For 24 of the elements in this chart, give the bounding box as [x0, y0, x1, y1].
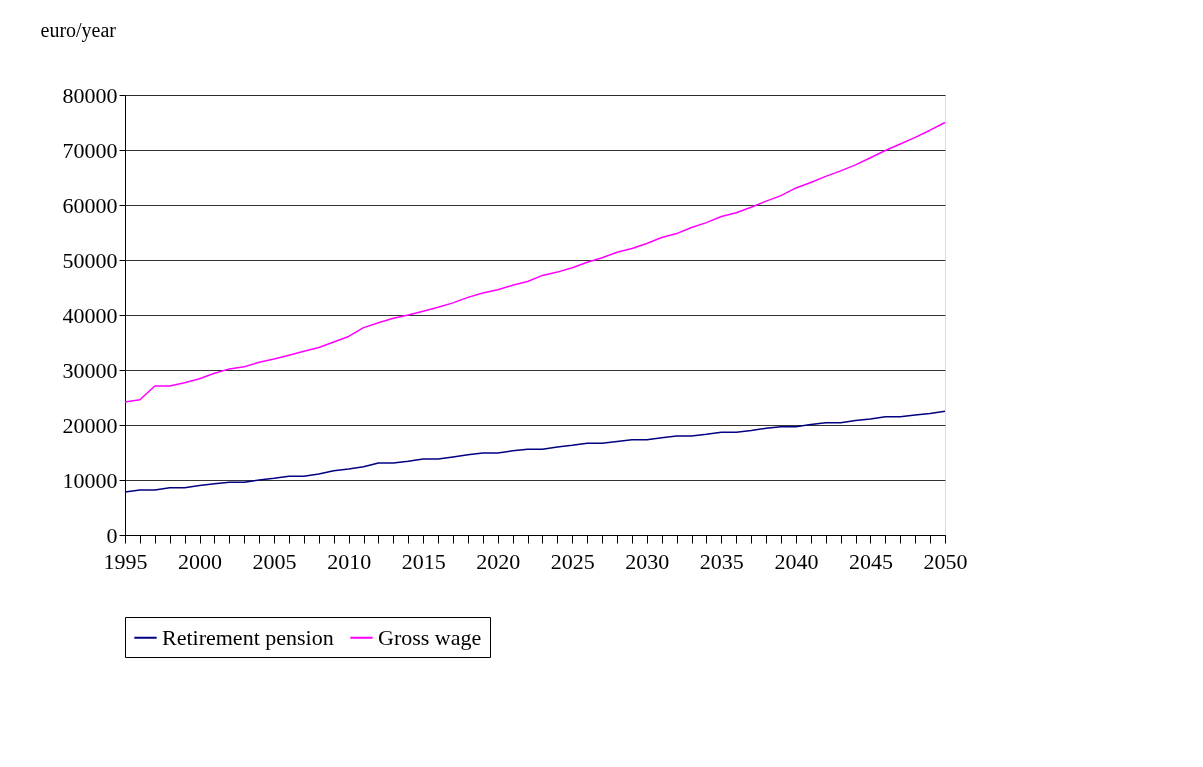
y-tick-label: 0: [106, 522, 118, 548]
y-tick-label: 20000: [62, 412, 118, 438]
legend-label: Gross wage: [378, 624, 482, 650]
y-tick-label: 40000: [62, 302, 118, 328]
x-tick-label: 2000: [178, 548, 223, 574]
x-tick-label: 2020: [476, 548, 521, 574]
x-tick-label: 2030: [625, 548, 670, 574]
x-tick-label: 2045: [848, 548, 893, 574]
x-tick-label: 2010: [327, 548, 372, 574]
y-tick-label: 70000: [62, 137, 118, 163]
x-tick-label: 2025: [550, 548, 595, 574]
x-tick-label: 2040: [774, 548, 819, 574]
x-tick-label: 2050: [923, 548, 968, 574]
legend-label: Retirement pension: [162, 624, 334, 650]
x-tick-label: 2035: [699, 548, 744, 574]
x-tick-label: 1995: [103, 548, 148, 574]
y-tick-label: 50000: [62, 247, 118, 273]
y-tick-label: 60000: [62, 192, 118, 218]
x-tick-label: 2015: [401, 548, 446, 574]
y-axis-title: euro/year: [40, 18, 117, 42]
y-tick-label: 80000: [62, 82, 118, 108]
y-tick-label: 10000: [62, 467, 118, 493]
x-tick-label: 2005: [252, 548, 297, 574]
y-tick-label: 30000: [62, 357, 118, 383]
